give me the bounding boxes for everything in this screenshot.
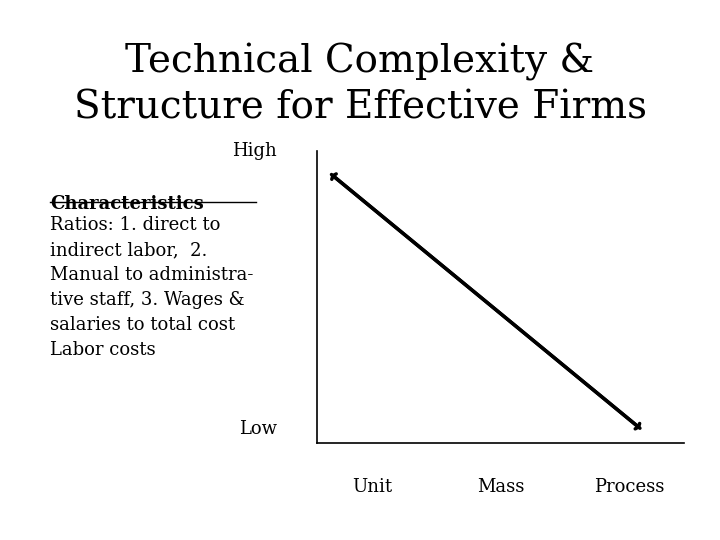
Text: High: High [233, 142, 277, 160]
Text: Mass: Mass [477, 478, 524, 496]
Text: Process: Process [594, 478, 664, 496]
Text: Characteristics: Characteristics [50, 195, 204, 213]
Text: Unit: Unit [352, 478, 392, 496]
Text: Technical Complexity &
Structure for Effective Firms: Technical Complexity & Structure for Eff… [73, 43, 647, 127]
Text: Low: Low [239, 420, 277, 438]
Text: Ratios: 1. direct to
indirect labor,  2.
Manual to administra-
tive staff, 3. Wa: Ratios: 1. direct to indirect labor, 2. … [50, 216, 253, 359]
